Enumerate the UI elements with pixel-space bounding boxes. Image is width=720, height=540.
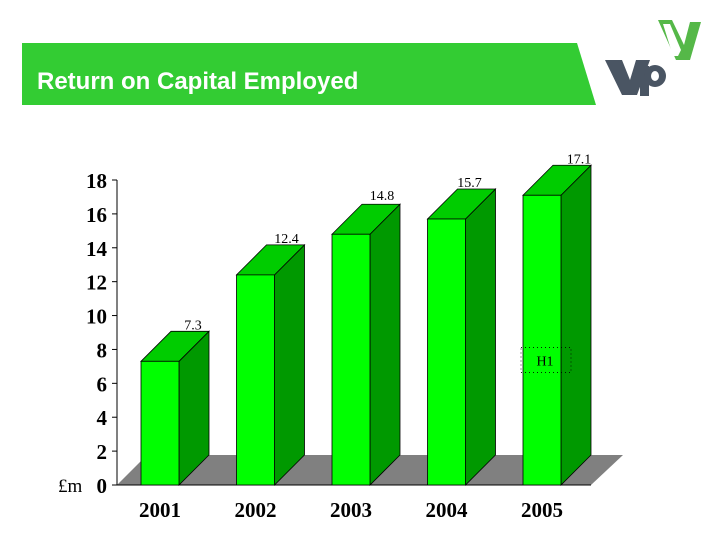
y-tick-label: 2 [97,440,108,464]
y-tick-label: 10 [86,305,107,329]
bar-data-label: 14.8 [370,189,395,204]
bar-data-label: 17.1 [567,152,592,167]
bar [140,360,180,486]
x-category-label: 2002 [235,498,277,522]
y-tick-label: 8 [97,338,108,362]
bar-data-label: 12.4 [274,232,299,247]
y-tick-label: 0 [97,474,108,498]
bar-side [274,243,305,486]
x-category-label: 2003 [330,498,372,522]
y-tick-label: 14 [86,237,108,261]
bar-side [465,188,496,486]
bar-data-label: 15.7 [457,176,482,191]
y-tick-label: 6 [97,372,108,396]
y-tick-label: 12 [86,271,107,295]
x-category-label: 2005 [521,498,563,522]
bar-side [560,164,592,486]
x-category-label: 2004 [426,498,469,522]
annotation-label: H1 [536,354,553,369]
bar-data-label: 7.3 [184,318,202,333]
logo-vp-text [605,60,666,96]
y-tick-label: 4 [97,406,108,430]
slide-title: Return on Capital Employed [37,68,359,95]
bar-side [369,203,401,486]
y-tick-label: 18 [86,169,107,193]
y-axis-unit-label: £m [58,476,83,497]
bar [236,274,275,486]
bar [331,233,371,486]
y-tick-label: 16 [86,203,107,227]
bar [522,194,562,486]
annotation-box [520,347,572,373]
logo-y-mark [658,20,701,60]
bar [427,218,466,486]
x-category-label: 2001 [139,498,181,522]
